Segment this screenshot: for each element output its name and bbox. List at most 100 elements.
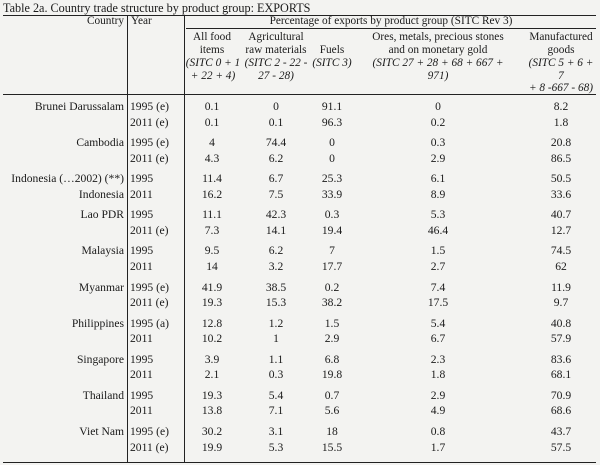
table-cell-ores: 2.9 (430, 152, 446, 165)
table-cell-ores: 2.7 (430, 260, 446, 273)
table-cell-agri: 5.4 (268, 389, 284, 402)
table-cell-ores: 6.1 (430, 172, 446, 185)
table-cell-food: 4.3 (204, 152, 220, 165)
table-cell-ores: 1.8 (430, 368, 446, 381)
table-cell-year: 2011 (130, 188, 153, 201)
table-cell-ores: 5.3 (430, 208, 446, 221)
table-cell-manu: 9.7 (553, 296, 569, 309)
table-cell-country: Viet Nam (79, 425, 124, 438)
table-cell-manu: 1.8 (553, 116, 569, 129)
table-cell-ores: 7.4 (430, 281, 446, 294)
table-cell-food: 19.9 (201, 441, 223, 454)
table-cell-fuel: 17.7 (321, 260, 343, 273)
table-cell-ores: 0.3 (430, 136, 446, 149)
table-cell-country: Indonesia (78, 188, 124, 201)
table-cell-agri: 1 (273, 332, 279, 345)
header-agri-code: (SITC 2 - 22 - 27 - 28) (244, 57, 308, 82)
table-cell-country: Myanmar (78, 281, 124, 294)
table-cell-fuel: 2.9 (324, 332, 340, 345)
table-cell-manu: 68.6 (550, 404, 572, 417)
table-cell-year: 2011 (130, 368, 153, 381)
table-cell-agri: 3.1 (268, 425, 284, 438)
top-rule (3, 15, 596, 16)
group-rule (186, 28, 596, 29)
table-cell-fuel: 96.3 (321, 116, 343, 129)
table-cell-fuel: 25.3 (321, 172, 343, 185)
table-cell-manu: 8.2 (553, 100, 569, 113)
table-cell-country: Brunei Darussalam (34, 100, 124, 113)
table-cell-manu: 11.9 (551, 281, 571, 294)
table-cell-year: 1995 (e) (130, 136, 169, 149)
table-cell-ores: 1.5 (430, 244, 446, 257)
table-cell-fuel: 15.5 (321, 441, 343, 454)
table-cell-agri: 6.2 (268, 244, 284, 257)
table-cell-agri: 42.3 (265, 208, 287, 221)
table-cell-manu: 43.7 (550, 425, 572, 438)
table-cell-fuel: 91.1 (321, 100, 343, 113)
table-cell-fuel: 7 (329, 244, 335, 257)
table-cell-fuel: 38.2 (321, 296, 343, 309)
table-cell-country: Malaysia (81, 244, 125, 257)
table-cell-manu: 57.5 (550, 441, 572, 454)
table-cell-year: 1995 (e) (130, 100, 169, 113)
table-cell-agri: 1.2 (268, 317, 284, 330)
table-cell-year: 1995 (e) (130, 425, 169, 438)
table-cell-food: 10.2 (201, 332, 223, 345)
table-cell-year: 2011 (e) (130, 224, 169, 237)
table-cell-ores: 0 (435, 100, 441, 113)
table-cell-ores: 2.3 (430, 353, 446, 366)
table-cell-year: 2011 (130, 332, 153, 345)
table-cell-manu: 62 (555, 260, 567, 273)
table-cell-year: 1995 (130, 208, 154, 221)
table-cell-food: 0.1 (204, 100, 220, 113)
table-cell-ores: 4.9 (430, 404, 446, 417)
table-cell-ores: 6.7 (430, 332, 446, 345)
header-food-code: (SITC 0 + 1 + 22 + 4) (185, 57, 241, 82)
table-cell-year: 1995 (e) (130, 281, 169, 294)
table-cell-ores: 17.5 (427, 296, 449, 309)
table-cell-agri: 5.3 (268, 441, 284, 454)
table-cell-agri: 7.5 (268, 188, 284, 201)
header-ores: Ores, metals, precious stones and on mon… (372, 31, 504, 56)
table-cell-year: 1995 (a) (130, 317, 169, 330)
table-cell-year: 1995 (130, 389, 154, 402)
bottom-rule (3, 462, 596, 463)
table-cell-country: Thailand (82, 389, 124, 402)
table-cell-agri: 7.1 (268, 404, 284, 417)
header-country: Country (86, 15, 124, 27)
table-cell-fuel: 0 (329, 152, 335, 165)
table-cell-agri: 3.2 (268, 260, 284, 273)
table-cell-manu: 68.1 (550, 368, 572, 381)
header-year: Year (131, 15, 152, 27)
table-cell-manu: 12.7 (550, 224, 572, 237)
table-cell-food: 0.1 (204, 116, 220, 129)
table-cell-ores: 0.2 (430, 116, 446, 129)
table-cell-agri: 6.2 (268, 152, 284, 165)
country-column-divider (127, 15, 128, 462)
table-cell-fuel: 0.3 (324, 208, 340, 221)
table-cell-year: 1995 (130, 244, 154, 257)
table-cell-year: 2011 (e) (130, 152, 169, 165)
year-column-divider (184, 15, 185, 462)
table-cell-country: Singapore (76, 353, 124, 366)
table-cell-fuel: 1.5 (324, 317, 340, 330)
table-cell-food: 30.2 (201, 425, 223, 438)
table-cell-manu: 83.6 (550, 353, 572, 366)
header-fuel-code: (SITC 3) (312, 57, 352, 69)
header-agri: Agricultural raw materials (245, 31, 307, 56)
table-cell-food: 14 (206, 260, 218, 273)
table-cell-food: 19.3 (201, 389, 223, 402)
table-cell-manu: 40.8 (550, 317, 572, 330)
table-cell-agri: 1.1 (268, 353, 284, 366)
table-cell-fuel: 6.8 (324, 353, 340, 366)
table-cell-agri: 74.4 (265, 136, 287, 149)
table-cell-ores: 5.4 (430, 317, 446, 330)
table-cell-manu: 50.5 (550, 172, 572, 185)
table-cell-food: 11.4 (202, 172, 222, 185)
table-cell-food: 13.8 (201, 404, 223, 417)
table-cell-country: Cambodia (76, 136, 124, 149)
header-food: All food items (193, 31, 231, 56)
table-cell-manu: 57.9 (550, 332, 572, 345)
table-cell-agri: 15.3 (265, 296, 287, 309)
